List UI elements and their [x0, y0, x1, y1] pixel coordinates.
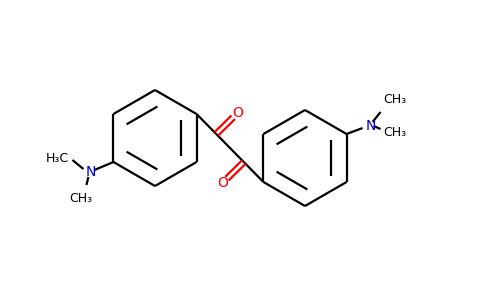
Text: N: N	[85, 165, 96, 179]
Text: H₃C: H₃C	[45, 151, 69, 165]
Text: O: O	[217, 176, 228, 190]
Text: N: N	[365, 119, 376, 133]
Text: CH₃: CH₃	[384, 93, 407, 106]
Text: O: O	[232, 106, 243, 120]
Text: CH₃: CH₃	[69, 192, 92, 205]
Text: CH₃: CH₃	[384, 125, 407, 139]
